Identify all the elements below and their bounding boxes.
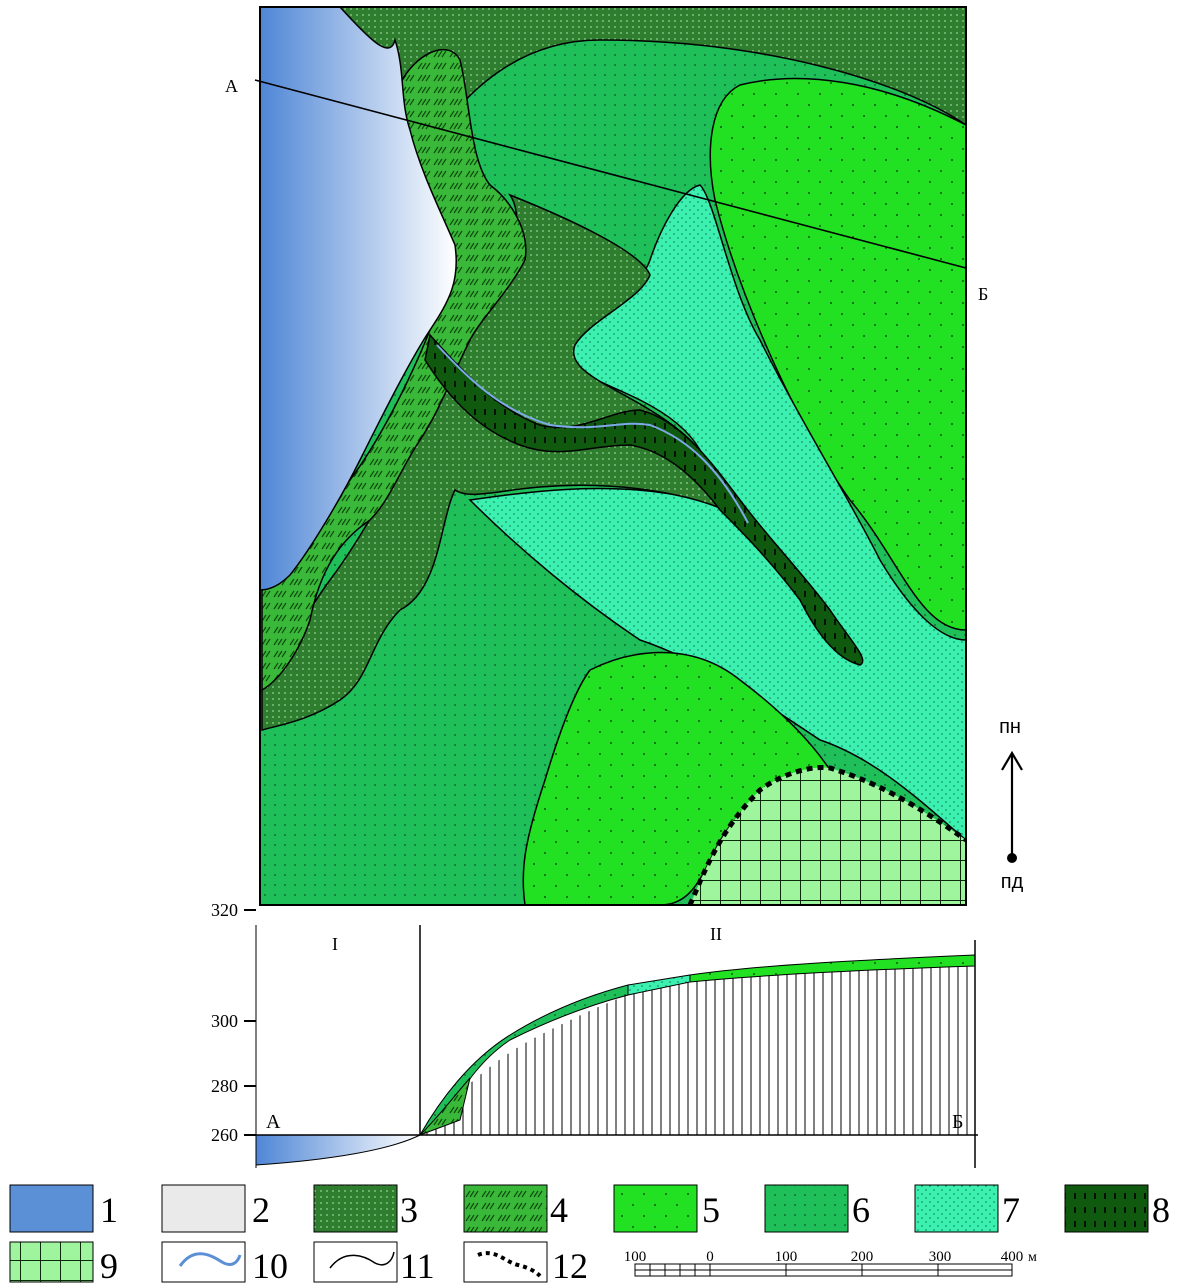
zone-2-label: II xyxy=(710,924,722,944)
legend-number-7: 7 xyxy=(1002,1190,1020,1230)
legend-swatch-5 xyxy=(613,1184,698,1233)
y-tick-label-280: 280 xyxy=(211,1076,238,1096)
boundary-12-line xyxy=(687,764,966,905)
unit-3-north-band xyxy=(328,7,966,132)
section-end-label: Б xyxy=(978,284,988,304)
legend-swatch-9 xyxy=(9,1241,94,1283)
legend-swatch-12 xyxy=(463,1241,548,1283)
y-tick-label-300: 300 xyxy=(211,1011,238,1031)
dashed-boundary-icon xyxy=(477,1251,542,1278)
legend-number-3: 3 xyxy=(400,1190,418,1230)
unit-5-east-area xyxy=(709,77,966,631)
scale-bar: 100 0 100 200 300 400 м xyxy=(624,1249,1037,1277)
scale-label: 100 xyxy=(775,1249,798,1265)
cross-section-profile: 320 300 280 260 I II А Б xyxy=(211,900,978,1168)
map-area xyxy=(260,7,966,905)
legend-number-2: 2 xyxy=(252,1190,270,1230)
scale-label: 100 xyxy=(624,1249,647,1265)
scale-label: 200 xyxy=(851,1249,874,1265)
legend-number-10: 10 xyxy=(252,1246,288,1286)
legend-swatch-3 xyxy=(313,1184,398,1233)
profile-end-label: Б xyxy=(952,1111,963,1133)
unit-8-channel xyxy=(424,333,864,666)
legend: 1 2 3 4 5 6 7 8 9 10 11 12 xyxy=(9,1184,1170,1286)
boundary-line-icon xyxy=(329,1251,395,1269)
legend-swatch-4 xyxy=(463,1184,548,1233)
arrow-origin-dot xyxy=(1007,853,1017,863)
legend-number-11: 11 xyxy=(400,1246,435,1286)
bedrock-area xyxy=(420,966,975,1135)
stream-icon xyxy=(178,1252,242,1267)
profile-unit-4 xyxy=(419,1077,471,1136)
legend-swatch-2 xyxy=(161,1184,246,1233)
north-label: пн xyxy=(999,716,1021,738)
profile-water-body xyxy=(255,1134,421,1166)
legend-swatch-11 xyxy=(313,1241,398,1283)
scale-label: 300 xyxy=(929,1249,952,1265)
scale-unit-label: м xyxy=(1028,1250,1037,1265)
scale-label: 400 xyxy=(1001,1249,1024,1265)
legend-swatch-8 xyxy=(1064,1184,1149,1233)
legend-swatch-6 xyxy=(764,1184,849,1233)
legend-number-9: 9 xyxy=(100,1246,118,1286)
legend-swatch-10 xyxy=(161,1241,246,1283)
arrowhead-icon xyxy=(1001,750,1023,771)
legend-number-6: 6 xyxy=(852,1190,870,1230)
legend-number-8: 8 xyxy=(1152,1190,1170,1230)
scale-label: 0 xyxy=(706,1249,714,1265)
legend-number-4: 4 xyxy=(550,1190,568,1230)
profile-start-label: А xyxy=(266,1111,281,1133)
north-arrow: пн пд xyxy=(999,716,1024,893)
south-label: пд xyxy=(1001,871,1024,893)
legend-swatch-7 xyxy=(914,1184,999,1233)
legend-swatch-1 xyxy=(9,1184,94,1233)
stream-line xyxy=(436,344,749,524)
y-tick-label-260: 260 xyxy=(211,1125,238,1145)
y-tick-label-320: 320 xyxy=(211,900,238,920)
section-start-label: А xyxy=(225,76,238,96)
legend-number-5: 5 xyxy=(702,1190,720,1230)
legend-number-1: 1 xyxy=(100,1190,118,1230)
zone-1-label: I xyxy=(332,934,338,954)
map-frame xyxy=(259,6,967,906)
legend-number-12: 12 xyxy=(552,1246,588,1286)
unit-1-2-water-area xyxy=(260,7,457,591)
section-line xyxy=(254,79,967,269)
unit-9-area xyxy=(690,767,966,905)
